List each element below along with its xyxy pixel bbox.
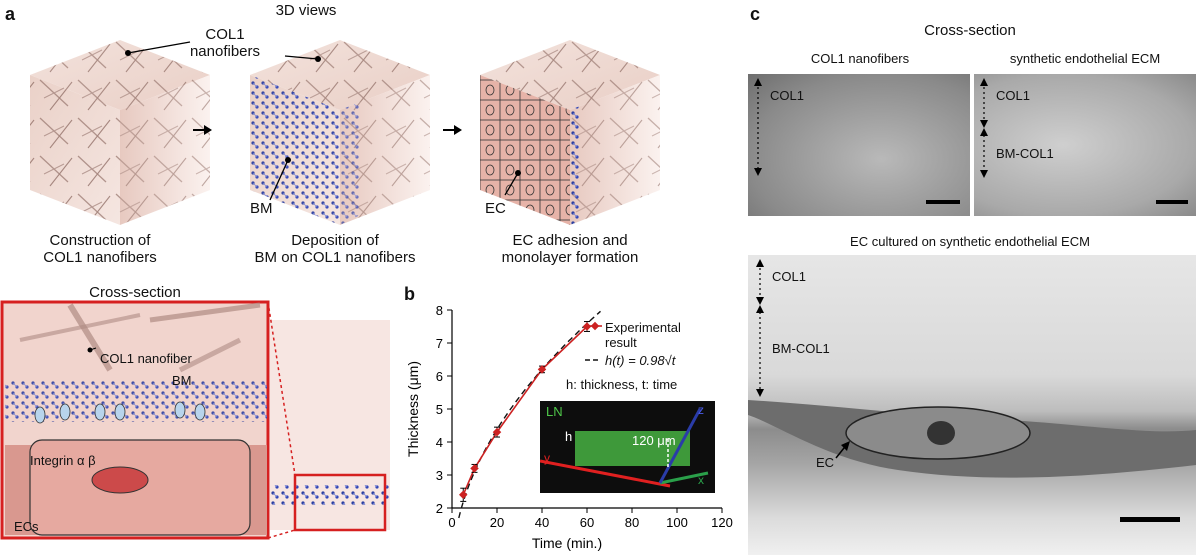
micro-bottom-title: EC cultured on synthetic endothelial ECM — [850, 234, 1090, 249]
cs-integrin-label: Integrin α β — [30, 453, 96, 468]
x-tick-label: 40 — [535, 515, 549, 530]
x-tick-label: 0 — [448, 515, 455, 530]
micro-left-title: COL1 nanofibers — [810, 51, 910, 66]
x-tick-label: 120 — [711, 515, 733, 530]
cube-bm-deposition — [250, 40, 430, 225]
panel-a-letter: a — [5, 4, 16, 24]
thickness-chart: 0 20 40 60 80 100 120 2 3 4 5 6 7 8 Time (min.) Thickne… — [405, 303, 733, 551]
x-tick-label: 80 — [625, 515, 639, 530]
legend-experimental: Experimental result — [605, 320, 681, 350]
data-point — [470, 464, 479, 473]
bm-label: BM — [250, 200, 273, 217]
fit-curve — [458, 310, 601, 519]
panel-a-title: 3D views — [275, 2, 337, 19]
x-tick-label: 20 — [490, 515, 504, 530]
cs-ecs-label: ECs — [14, 519, 39, 534]
micro-left-col1: COL1 — [770, 88, 804, 103]
y-tick-label: 3 — [436, 468, 443, 483]
panel-c-title: Cross-section — [924, 22, 1016, 39]
cs-col1-label: COL1 nanofiber — [100, 351, 192, 366]
x-tick-label: 100 — [666, 515, 688, 530]
cross-section-diagram — [0, 300, 390, 540]
micro-bottom-ec: EC — [816, 455, 835, 470]
inset-dimension: 120 μm — [632, 433, 676, 448]
y-tick-label: 7 — [436, 336, 443, 351]
y-tick-label: 6 — [436, 369, 443, 384]
inset-ln-label: LN — [546, 404, 563, 419]
y-tick-label: 4 — [436, 435, 443, 450]
micro-ec-image: COL1 BM-COL1 EC — [748, 255, 1196, 555]
micro-ecm-image: COL1 BM-COL1 — [974, 74, 1196, 216]
micro-right-bm: BM-COL1 — [996, 146, 1054, 161]
cube-col1 — [30, 40, 210, 225]
y-tick-label: 2 — [436, 501, 443, 516]
col1-callout-label: COL1 nanofibers — [189, 26, 261, 60]
x-tick-label: 60 — [580, 515, 594, 530]
micro-bottom-bm: BM-COL1 — [772, 341, 830, 356]
micro-col1-image: COL1 — [748, 74, 970, 216]
step1-caption: Construction of COL1 nanofibers — [43, 232, 157, 266]
cube-ec-monolayer — [480, 40, 660, 225]
legend-fit: h(t) = 0.98√t — [605, 353, 676, 368]
data-point — [492, 427, 502, 437]
legend-experimental-marker — [590, 321, 600, 331]
panel-b-letter: b — [404, 284, 415, 304]
panel-c-letter: c — [750, 4, 761, 24]
data-point — [459, 490, 468, 500]
cs-bm-label: BM — [172, 373, 192, 388]
y-tick-label: 5 — [436, 402, 443, 417]
y-tick-label: 8 — [436, 303, 443, 318]
cross-section-title: Cross-section — [89, 284, 181, 301]
micro-right-col1: COL1 — [996, 88, 1030, 103]
ln-inset-image: LN h 120 μm x y z — [539, 401, 715, 493]
micro-right-title: synthetic endothelial ECM — [1009, 51, 1161, 66]
inset-axis-z: z — [698, 403, 704, 417]
inset-axis-x: x — [698, 473, 704, 487]
inset-axis-y: y — [544, 451, 550, 465]
y-axis-label: Thickness (μm) — [405, 361, 421, 457]
chart-note: h: thickness, t: time — [566, 377, 678, 392]
step3-caption: EC adhesion and monolayer formation — [501, 232, 639, 266]
micro-bottom-col1: COL1 — [772, 269, 806, 284]
inset-h-label: h — [565, 429, 573, 444]
ec-label: EC — [485, 200, 506, 217]
step2-caption: Deposition of BM on COL1 nanofibers — [254, 232, 416, 266]
x-axis-label: Time (min.) — [532, 535, 602, 551]
cube-diagram — [30, 40, 660, 225]
